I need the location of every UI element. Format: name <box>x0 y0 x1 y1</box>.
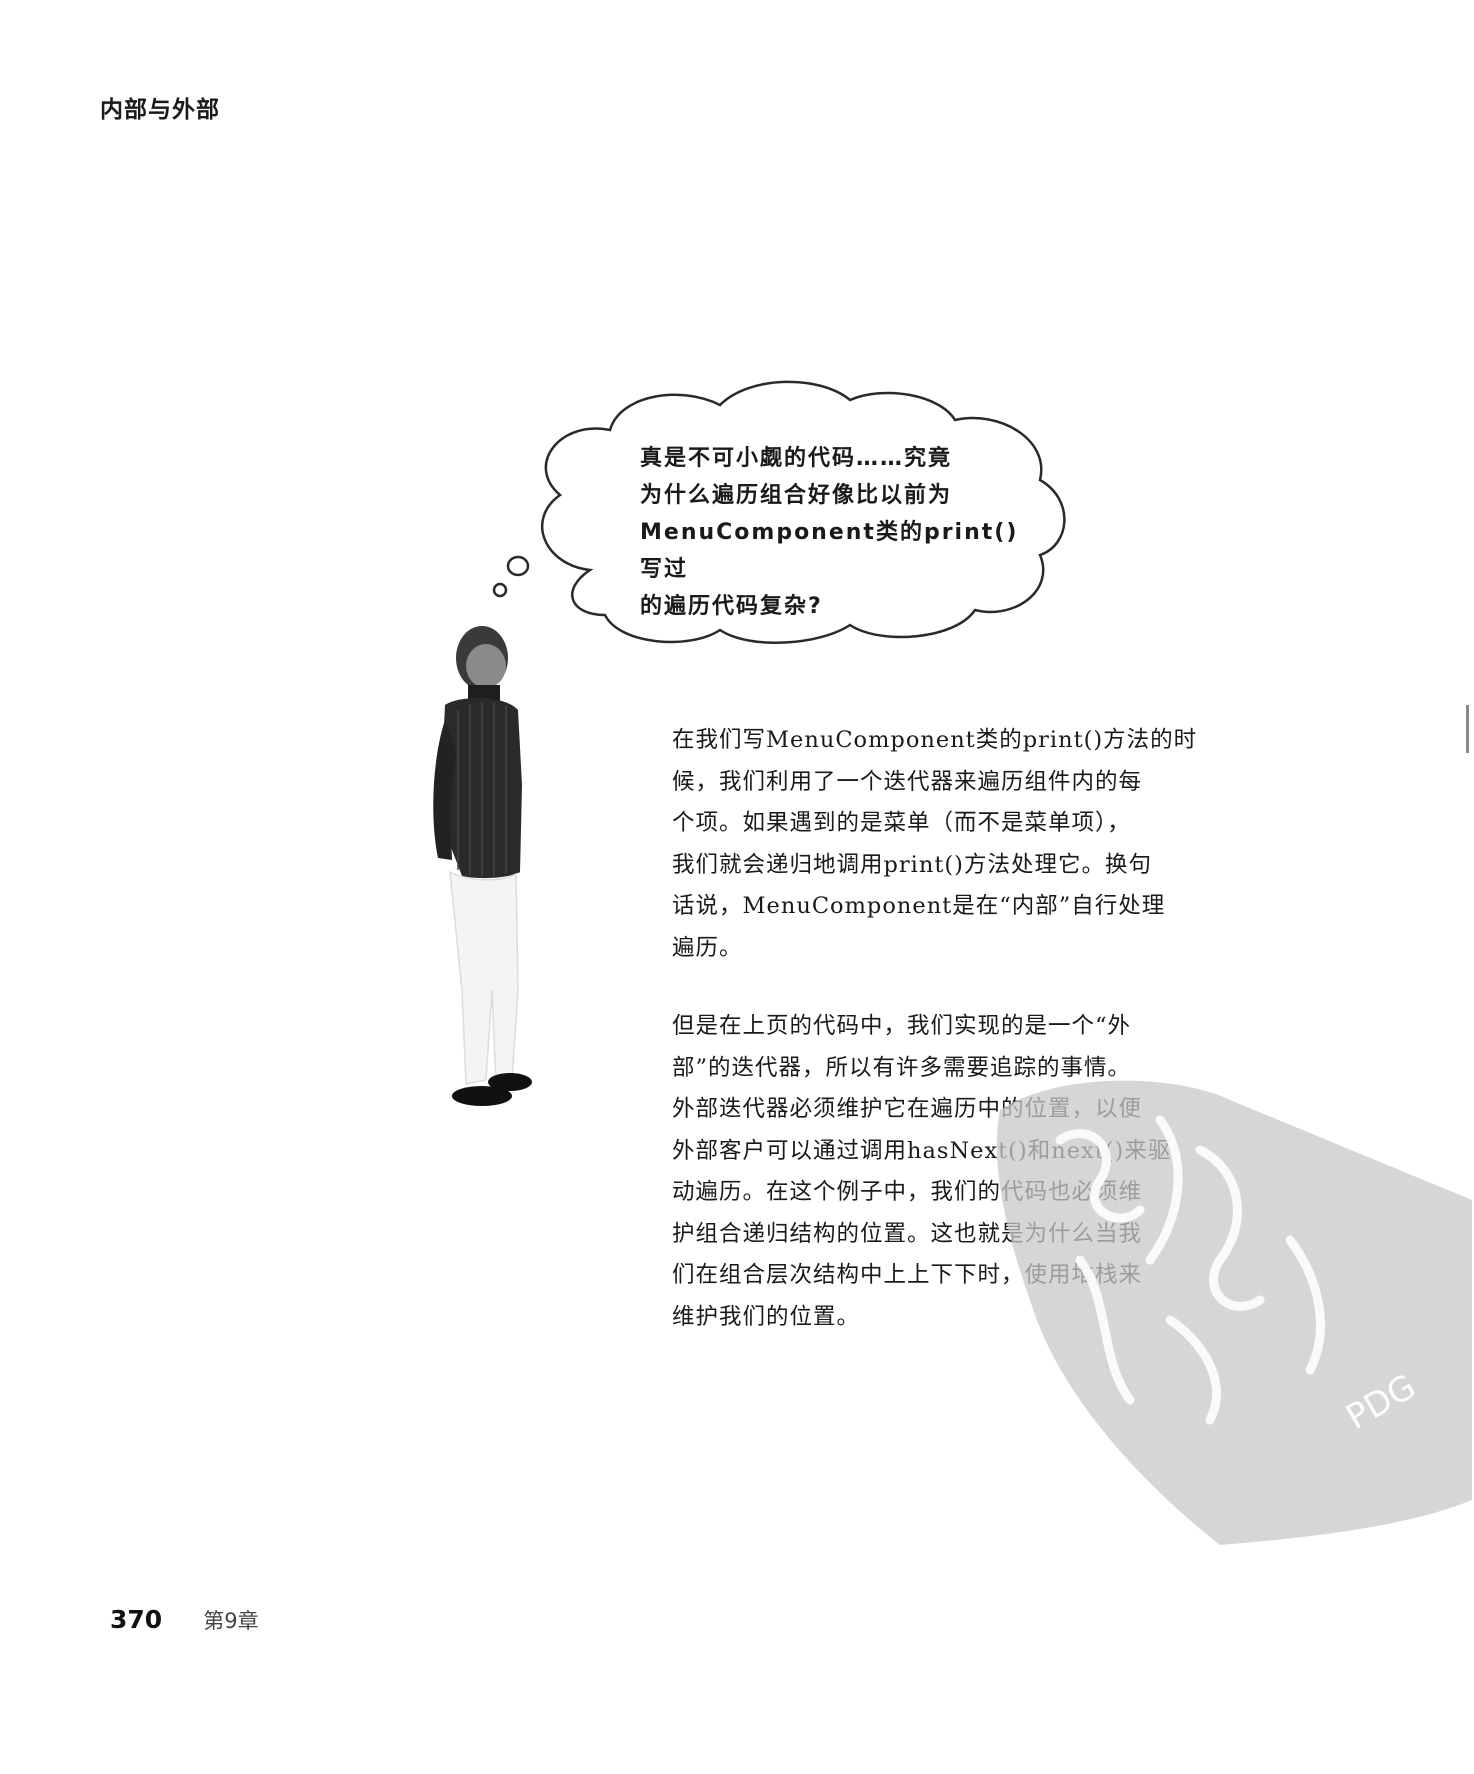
text-line: 遍历。 <box>672 934 743 961</box>
page-number: 370 <box>110 1605 163 1634</box>
person-shoe <box>452 1086 512 1106</box>
thought-dot-large <box>506 555 530 577</box>
text-line: 个项。如果遇到的是菜单（而不是菜单项）， <box>672 810 1131 836</box>
thought-line: 的遍历代码复杂? <box>640 594 823 619</box>
thought-line: 为什么遍历组合好像比以前为 <box>640 483 953 508</box>
person-photo <box>433 626 532 1106</box>
text-line: 动遍历。在这个例子中，我们的代码也必须维 <box>672 1179 1143 1205</box>
thought-line: 真是不可小觑的代码……究竟 <box>640 446 953 471</box>
text-line: 话说，MenuComponent是在“内部”自行处理 <box>672 893 1166 919</box>
chapter-label: 第9章 <box>203 1609 259 1633</box>
text-line: 但是在上页的代码中，我们实现的是一个“外 <box>672 1013 1132 1039</box>
thought-bubble-text: 真是不可小觑的代码……究竟 为什么遍历组合好像比以前为 MenuComponen… <box>640 440 1030 625</box>
thought-dot-small <box>492 582 508 598</box>
person-shoe <box>488 1073 532 1091</box>
paragraph-2: 但是在上页的代码中，我们实现的是一个“外 部”的迭代器，所以有许多需要追踪的事情… <box>672 1006 1212 1338</box>
text-line: 外部迭代器必须维护它在遍历中的位置，以便 <box>672 1096 1143 1122</box>
text-line: 们在组合层次结构中上上下下时，使用堆栈来 <box>672 1262 1143 1288</box>
page-header-title: 内部与外部 <box>100 97 220 123</box>
text-line: 外部客户可以通过调用hasNext()和next()来驱 <box>672 1137 1172 1164</box>
thought-line: MenuComponent类的print()写过 <box>640 520 1019 582</box>
page-footer: 370 第9章 <box>110 1605 259 1635</box>
person-sweater <box>440 698 522 879</box>
person-pants <box>449 870 519 1085</box>
text-line: 部”的迭代器，所以有许多需要追踪的事情。 <box>672 1054 1132 1081</box>
text-line: 护组合递归结构的位置。这也就是为什么当我 <box>672 1220 1143 1247</box>
page-edge-mark <box>1466 705 1469 753</box>
cloud-outline <box>540 380 1066 644</box>
text-line: 候，我们利用了一个迭代器来遍历组件内的每 <box>672 768 1143 795</box>
text-line: 在我们写MenuComponent类的print()方法的时 <box>672 727 1198 753</box>
text-line: 维护我们的位置。 <box>672 1303 861 1330</box>
text-line: 我们就会递归地调用print()方法处理它。换句 <box>672 851 1152 878</box>
paragraph-1: 在我们写MenuComponent类的print()方法的时 候，我们利用了一个… <box>672 720 1212 969</box>
